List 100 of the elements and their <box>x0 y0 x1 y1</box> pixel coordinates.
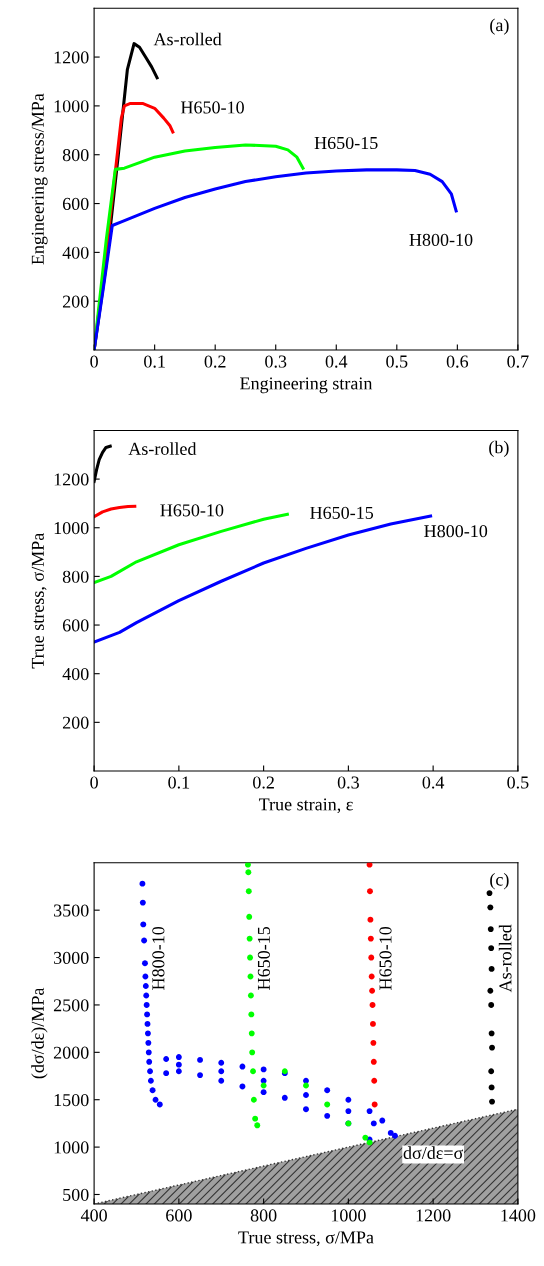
y-tick-label: 600 <box>62 197 89 210</box>
series-label: H800-10 <box>424 525 488 538</box>
point <box>147 1077 154 1084</box>
y-axis-title: Engineering stress/MPa <box>31 93 48 265</box>
point <box>250 1068 256 1075</box>
point <box>139 899 146 906</box>
point <box>489 1098 495 1105</box>
point <box>371 1101 378 1108</box>
annotation: (b) <box>489 440 509 458</box>
series-label: As-rolled <box>153 32 222 46</box>
point <box>248 1030 255 1037</box>
y-tick-label: 3500 <box>54 904 89 917</box>
y-tick-label: 1000 <box>54 100 89 113</box>
point <box>245 869 252 876</box>
x-tick-label: 0.1 <box>144 355 165 368</box>
point <box>248 1011 255 1018</box>
point <box>247 954 254 961</box>
point <box>146 1058 153 1065</box>
point <box>142 973 149 980</box>
point <box>142 960 148 967</box>
point <box>142 983 149 989</box>
series-label: H650-15 <box>310 506 374 519</box>
point <box>145 1049 152 1056</box>
y-tick-label: 2500 <box>53 999 89 1012</box>
point <box>324 1112 331 1119</box>
point <box>488 1001 495 1008</box>
point <box>147 1068 153 1075</box>
point <box>247 973 254 980</box>
y-tick-label: 500 <box>63 1188 89 1201</box>
point <box>303 1077 309 1084</box>
point <box>175 1061 182 1068</box>
y-tick-label: 1200 <box>54 51 89 64</box>
point <box>246 935 253 942</box>
point <box>145 1039 152 1046</box>
y-axis-title: True stress, σ/MPa <box>31 532 47 669</box>
point <box>367 935 374 942</box>
series-label: H650-15 <box>314 136 378 150</box>
point <box>175 1054 182 1061</box>
point <box>239 1083 246 1090</box>
point <box>345 1108 352 1115</box>
y-tick-label: 800 <box>62 148 89 162</box>
point <box>252 1115 259 1122</box>
y-tick-label: 1200 <box>54 473 89 486</box>
annotation: (a) <box>490 18 509 35</box>
point <box>260 1082 267 1089</box>
point <box>392 1132 398 1139</box>
point <box>247 992 254 999</box>
y-tick-label: 200 <box>62 295 89 308</box>
annotation: dσ/dε=σ <box>403 1146 464 1160</box>
y-tick-label: 1500 <box>54 1093 89 1107</box>
point <box>163 1056 170 1062</box>
point <box>486 890 493 897</box>
point <box>218 1068 225 1075</box>
x-tick-label: 0.3 <box>265 355 287 368</box>
x-tick-label: 0.1 <box>168 776 190 789</box>
point <box>249 1049 256 1056</box>
point <box>488 965 495 972</box>
y-axis-title: (dσ/dε)/MPa <box>31 987 48 1079</box>
annotation: (c) <box>490 873 509 890</box>
x-tick-label: 0.5 <box>386 355 408 368</box>
text: H650-15 <box>257 926 270 990</box>
point <box>218 1059 225 1066</box>
point <box>489 1044 495 1051</box>
point <box>141 937 148 944</box>
x-tick-label: 1400 <box>501 1209 536 1222</box>
point <box>324 1101 331 1108</box>
text: H800-10 <box>152 926 165 990</box>
x-tick-label: 0.4 <box>325 355 348 368</box>
point <box>197 1072 203 1079</box>
point <box>366 862 373 868</box>
point <box>303 1092 309 1098</box>
point <box>367 888 373 895</box>
point <box>250 1096 257 1103</box>
y-tick-label: 600 <box>62 619 89 632</box>
y-tick-label: 800 <box>62 570 89 583</box>
point <box>144 1030 151 1037</box>
point <box>368 954 375 961</box>
text: As-rolled <box>498 924 512 993</box>
point <box>387 1129 394 1136</box>
point <box>362 1134 369 1141</box>
series-label: H650-10 <box>160 504 224 517</box>
point <box>239 1063 246 1070</box>
point <box>149 1087 156 1094</box>
point <box>370 1039 377 1046</box>
point <box>370 1058 377 1065</box>
point <box>281 1094 288 1101</box>
point <box>303 1082 309 1089</box>
point <box>488 945 495 952</box>
x-axis-title: True stress, σ/MPa <box>238 1231 374 1247</box>
x-tick-label: 1200 <box>416 1209 451 1222</box>
x-axis-title: Engineering strain <box>240 377 373 394</box>
point <box>487 926 494 933</box>
point <box>345 1096 352 1103</box>
x-tick-label: 0.2 <box>253 776 274 789</box>
y-tick-label: 3000 <box>54 951 89 964</box>
x-tick-label: 0 <box>90 776 98 789</box>
point <box>260 1066 267 1073</box>
point <box>197 1056 203 1063</box>
series-label: H650-10 <box>180 101 244 114</box>
point <box>163 1070 170 1077</box>
